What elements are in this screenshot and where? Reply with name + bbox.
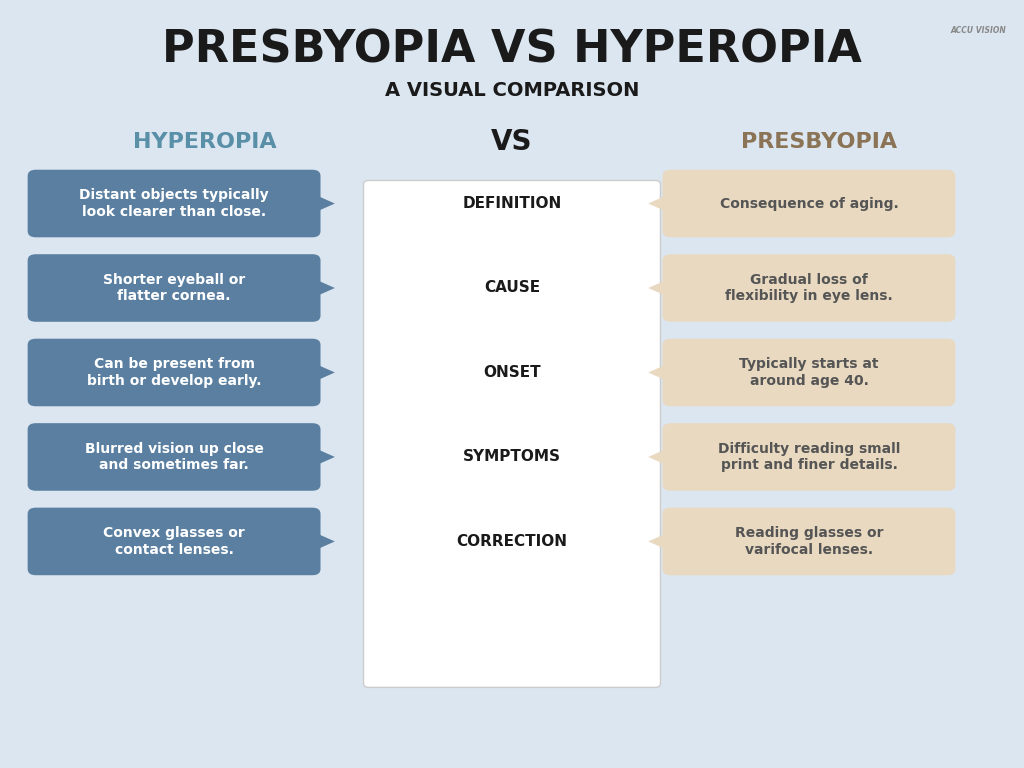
Text: ONSET: ONSET <box>483 365 541 380</box>
FancyBboxPatch shape <box>28 339 321 406</box>
Polygon shape <box>312 531 335 551</box>
Text: Difficulty reading small
print and finer details.: Difficulty reading small print and finer… <box>718 442 900 472</box>
Polygon shape <box>648 362 671 382</box>
Polygon shape <box>648 447 671 467</box>
Text: CORRECTION: CORRECTION <box>457 534 567 549</box>
Polygon shape <box>312 447 335 467</box>
Text: Can be present from
birth or develop early.: Can be present from birth or develop ear… <box>87 357 261 388</box>
Text: VS: VS <box>492 128 532 156</box>
Polygon shape <box>648 531 671 551</box>
Text: CAUSE: CAUSE <box>484 280 540 296</box>
Text: SYMPTOMS: SYMPTOMS <box>463 449 561 465</box>
Text: Shorter eyeball or
flatter cornea.: Shorter eyeball or flatter cornea. <box>103 273 245 303</box>
FancyBboxPatch shape <box>663 423 955 491</box>
Text: Blurred vision up close
and sometimes far.: Blurred vision up close and sometimes fa… <box>85 442 263 472</box>
Text: PRESBYOPIA VS HYPEROPIA: PRESBYOPIA VS HYPEROPIA <box>162 28 862 71</box>
FancyBboxPatch shape <box>28 423 321 491</box>
FancyBboxPatch shape <box>663 254 955 322</box>
FancyBboxPatch shape <box>364 180 660 687</box>
Text: PRESBYOPIA: PRESBYOPIA <box>741 132 897 152</box>
Polygon shape <box>312 278 335 298</box>
Polygon shape <box>312 362 335 382</box>
Text: Gradual loss of
flexibility in eye lens.: Gradual loss of flexibility in eye lens. <box>725 273 893 303</box>
FancyBboxPatch shape <box>663 508 955 575</box>
Text: Convex glasses or
contact lenses.: Convex glasses or contact lenses. <box>103 526 245 557</box>
Polygon shape <box>648 194 671 214</box>
FancyBboxPatch shape <box>663 170 955 237</box>
FancyBboxPatch shape <box>28 254 321 322</box>
Polygon shape <box>312 194 335 214</box>
Text: Reading glasses or
varifocal lenses.: Reading glasses or varifocal lenses. <box>734 526 884 557</box>
Text: A VISUAL COMPARISON: A VISUAL COMPARISON <box>385 81 639 100</box>
Polygon shape <box>648 278 671 298</box>
FancyBboxPatch shape <box>663 339 955 406</box>
Text: Distant objects typically
look clearer than close.: Distant objects typically look clearer t… <box>79 188 269 219</box>
Text: Typically starts at
around age 40.: Typically starts at around age 40. <box>739 357 879 388</box>
Text: Consequence of aging.: Consequence of aging. <box>720 197 898 210</box>
Text: ACCU VISION: ACCU VISION <box>950 26 1006 35</box>
FancyBboxPatch shape <box>28 170 321 237</box>
Text: HYPEROPIA: HYPEROPIA <box>133 132 276 152</box>
Text: DEFINITION: DEFINITION <box>463 196 561 211</box>
FancyBboxPatch shape <box>28 508 321 575</box>
